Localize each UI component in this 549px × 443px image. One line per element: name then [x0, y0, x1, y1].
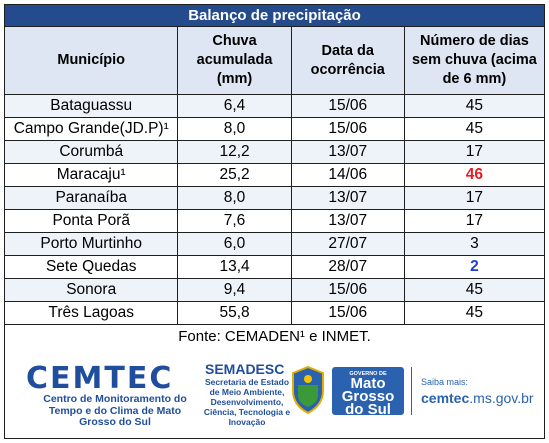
cell-municipio: Três Lagoas: [3, 301, 179, 325]
table-row: Sonora 9,4 15/06 45: [3, 278, 546, 302]
source-note: Fonte: CEMADEN¹ e INMET.: [4, 324, 545, 348]
table-row: Maracaju¹ 25,2 14/06 46: [3, 163, 546, 187]
cell-chuva: 6,4: [177, 94, 292, 118]
footer-divider: [411, 367, 412, 415]
cell-data: 15/06: [290, 301, 405, 325]
table-row: Sete Quedas 13,4 28/07 2: [3, 255, 546, 279]
saiba-mais-label: Saiba mais:: [421, 377, 469, 387]
governo-label: GOVERNO DE: [349, 371, 387, 377]
governo-ms-logo: GOVERNO DE Mato Grosso do Sul: [332, 367, 404, 418]
governo-line-2: Grosso: [341, 388, 395, 405]
cell-municipio: Maracaju¹: [3, 163, 179, 187]
cell-municipio: Sonora: [3, 278, 179, 302]
table-row: Paranaíba 8,0 13/07 17: [3, 186, 546, 210]
cell-dias: 45: [403, 301, 546, 325]
cell-chuva: 6,0: [177, 232, 292, 256]
outer-frame: [4, 4, 545, 439]
cell-dias: 17: [403, 140, 546, 164]
cell-data: 15/06: [290, 94, 405, 118]
cell-dias: 17: [403, 209, 546, 233]
precipitation-table: Balanço de precipitação Município Chuva …: [3, 4, 546, 348]
cell-municipio: Campo Grande(JD.P)¹: [3, 117, 179, 141]
cell-chuva: 7,6: [177, 209, 292, 233]
cell-chuva: 12,2: [177, 140, 292, 164]
cell-dias: 45: [403, 94, 546, 118]
cell-chuva: 55,8: [177, 301, 292, 325]
header-dias: Número de dias sem chuva (acima de 6 mm): [403, 26, 546, 95]
cell-municipio: Ponta Porã: [3, 209, 179, 233]
cell-data: 13/07: [290, 186, 405, 210]
cell-data: 27/07: [290, 232, 405, 256]
cell-chuva: 8,0: [177, 117, 292, 141]
cell-municipio: Bataguassu: [3, 94, 179, 118]
website-link[interactable]: cemtec.ms.gov.br: [421, 390, 534, 406]
logo-footer: CEMTEC Centro de Monitoramento do Tempo …: [5, 347, 544, 438]
table-row: Corumbá 12,2 13/07 17: [3, 140, 546, 164]
cell-data: 28/07: [290, 255, 405, 279]
table-row: Campo Grande(JD.P)¹ 8,0 15/06 45: [3, 117, 546, 141]
table-row: Três Lagoas 55,8 15/06 45: [3, 301, 546, 325]
cell-chuva: 9,4: [177, 278, 292, 302]
header-data: Data da ocorrência: [290, 26, 405, 95]
cemtec-logo: CEMTEC: [26, 361, 174, 396]
header-chuva: Chuva acumulada (mm): [177, 26, 292, 95]
cell-municipio: Porto Murtinho: [3, 232, 179, 256]
cell-data: 14/06: [290, 163, 405, 187]
table-row: Bataguassu 6,4 15/06 45: [3, 94, 546, 118]
cell-chuva: 13,4: [177, 255, 292, 279]
cell-data: 13/07: [290, 140, 405, 164]
semadesc-logo: SEMADESC: [205, 361, 285, 377]
table-row: Porto Murtinho 6,0 27/07 3: [3, 232, 546, 256]
cell-municipio: Sete Quedas: [3, 255, 179, 279]
semadesc-subtitle: Secretaria de Estado de Meio Ambiente, D…: [203, 377, 291, 427]
website-bold: cemtec: [421, 390, 470, 406]
cell-dias-min: 2: [403, 255, 546, 279]
coat-of-arms-icon: [292, 365, 324, 415]
governo-line-3: do Sul: [345, 401, 391, 418]
cell-data: 15/06: [290, 278, 405, 302]
cell-chuva: 8,0: [177, 186, 292, 210]
cell-municipio: Corumbá: [3, 140, 179, 164]
cemtec-subtitle: Centro de Monitoramento do Tempo e do Cl…: [43, 393, 187, 428]
cell-dias: 3: [403, 232, 546, 256]
table-row: Ponta Porã 7,6 13/07 17: [3, 209, 546, 233]
governo-line-1: Mato: [350, 375, 386, 392]
cell-dias: 45: [403, 117, 546, 141]
website-rest: .ms.gov.br: [469, 390, 534, 406]
cell-municipio: Paranaíba: [3, 186, 179, 210]
cell-data: 13/07: [290, 209, 405, 233]
cell-data: 15/06: [290, 117, 405, 141]
table-title: Balanço de precipitação: [4, 4, 545, 27]
